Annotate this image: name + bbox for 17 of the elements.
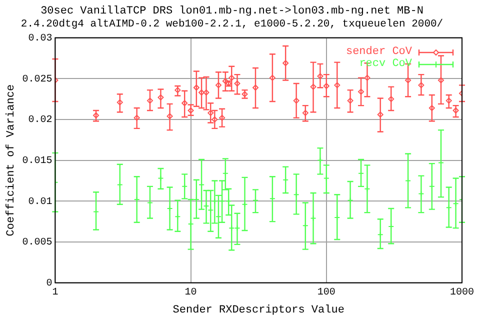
- x-tick-label: 10: [184, 287, 197, 298]
- x-tick-label: 100: [317, 287, 336, 298]
- y-tick-label: 0.03: [28, 33, 52, 44]
- y-tick-label: 0.01: [28, 196, 52, 208]
- legend-label: recv CoV: [359, 58, 412, 70]
- x-tick-label: 1: [52, 287, 58, 298]
- y-tick-label: 0.025: [22, 74, 52, 86]
- x-axis-title: Sender RXDescriptors Value: [172, 304, 344, 316]
- x-tick-label: 1000: [450, 287, 474, 298]
- legend-label: sender CoV: [346, 46, 412, 58]
- y-axis-title: Coefficient of Variance: [6, 84, 18, 236]
- y-tick-label: 0.015: [22, 156, 52, 167]
- y-tick-label: 0.005: [22, 238, 52, 249]
- chart-title: 30sec VanillaTCP DRS lon01.mb-ng.net->lon03.mb-ng.net MB-N: [40, 6, 424, 18]
- y-tick-label: 0.02: [28, 115, 52, 126]
- y-tick-label: 0: [46, 278, 52, 290]
- chart-subtitle: 2.4.20dtg4 altAIMD-0.2 web100-2.2.1, e1000-5.2.20, txqueuelen 2000/: [20, 18, 444, 30]
